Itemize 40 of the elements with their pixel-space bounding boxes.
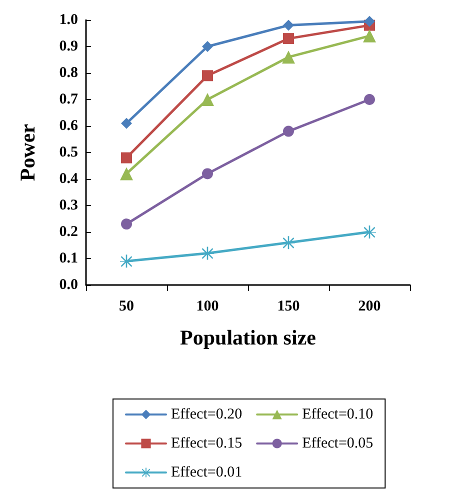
- x-axis-title: Population size: [180, 326, 316, 350]
- legend-label: Effect=0.20: [171, 406, 242, 422]
- x-tick-label: 150: [277, 298, 300, 314]
- point: [364, 16, 375, 27]
- point: [202, 168, 213, 180]
- y-tick-label: 0.5: [59, 144, 78, 160]
- x-tick-label: 50: [119, 298, 134, 314]
- point: [283, 126, 294, 137]
- y-tick-label: 0.4: [59, 171, 78, 187]
- x-tick-label: 100: [196, 298, 219, 314]
- point: [120, 254, 133, 268]
- point: [283, 33, 294, 44]
- y-tick-label: 0.8: [59, 65, 78, 81]
- y-tick-label: 0.9: [59, 38, 78, 54]
- y-tick-label: 0.6: [59, 118, 78, 134]
- point: [282, 236, 295, 250]
- y-tick-label: 0.1: [59, 250, 78, 266]
- point: [364, 94, 375, 105]
- y-tick-label: 1.0: [59, 12, 78, 28]
- point: [283, 20, 294, 31]
- point: [363, 29, 376, 42]
- point: [120, 167, 133, 180]
- point: [121, 152, 132, 164]
- legend-label: Effect=0.01: [171, 464, 242, 480]
- y-tick-label: 0.2: [59, 224, 78, 240]
- point: [121, 218, 132, 230]
- y-axis-title: Power: [16, 124, 40, 182]
- legend-label: Effect=0.15: [171, 436, 242, 452]
- y-tick-label: 0.7: [59, 92, 78, 108]
- point: [201, 93, 214, 106]
- point: [202, 41, 213, 52]
- legend-label: Effect=0.05: [302, 436, 374, 452]
- y-tick-label: 0.3: [59, 198, 78, 214]
- point: [201, 246, 214, 260]
- point: [202, 70, 213, 82]
- point: [121, 118, 132, 129]
- point: [282, 50, 295, 64]
- x-tick-label: 200: [358, 298, 381, 314]
- y-tick-label: 0.0: [59, 277, 78, 293]
- legend-label: Effect=0.10: [302, 406, 374, 422]
